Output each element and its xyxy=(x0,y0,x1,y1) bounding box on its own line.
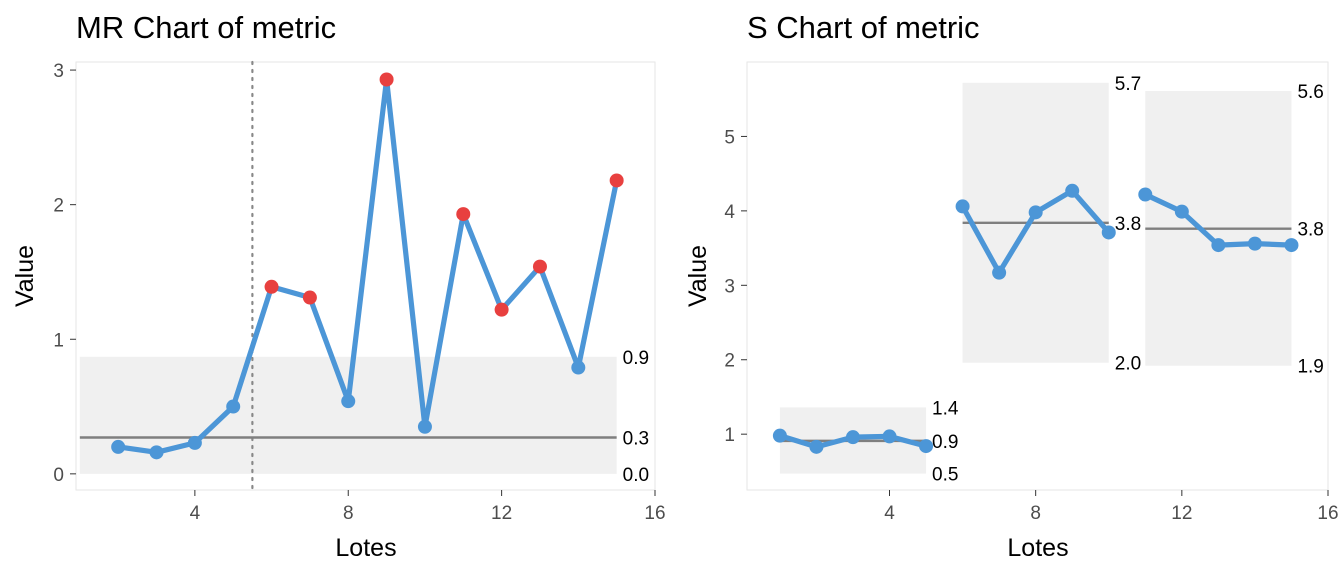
s-point xyxy=(1101,225,1116,240)
s-data-points xyxy=(772,183,1299,454)
s-limit-bands xyxy=(779,82,1292,474)
mr-point xyxy=(226,399,241,414)
s-x-axis-label: Lotes xyxy=(1007,534,1068,562)
mr-point-out-of-control xyxy=(494,302,509,317)
mr-x-axis-ticks: 4 8 12 16 xyxy=(190,490,666,524)
mr-data-points xyxy=(111,72,624,460)
s-point xyxy=(1028,205,1043,220)
s-ucl-label: 1.4 xyxy=(932,398,959,419)
mr-chart: MR Chart of metric 0.90.30.0 4 8 12 16 0123… xyxy=(11,10,666,562)
s-x-axis-ticks: 4 8 12 16 xyxy=(884,490,1339,524)
s-x-tick-label: 8 xyxy=(1030,503,1041,524)
mr-point-out-of-control xyxy=(532,259,547,274)
s-y-tick-label: 4 xyxy=(724,202,735,223)
s-point xyxy=(1247,236,1262,251)
mr-lcl-label: 0.0 xyxy=(623,465,649,486)
mr-point xyxy=(111,439,126,454)
mr-y-tick-label: 1 xyxy=(53,330,64,351)
s-chart: S Chart of metric 1.4 0.9 0.5 5.7 3.8 2.0 5.6 3… xyxy=(684,10,1339,562)
mr-point xyxy=(417,419,432,434)
s-y-tick-label: 2 xyxy=(724,351,735,372)
s-point xyxy=(1065,183,1080,198)
s-y-tick-label: 1 xyxy=(724,425,735,446)
s-y-tick-label: 5 xyxy=(724,127,735,148)
s-chart-title: S Chart of metric xyxy=(747,10,980,45)
s-x-tick-label: 16 xyxy=(1317,503,1338,524)
mr-point xyxy=(341,394,356,409)
mr-cl-label: 0.3 xyxy=(623,429,649,450)
mr-y-axis-ticks: 0 1 2 3 xyxy=(53,61,76,486)
s-cl-label: 3.8 xyxy=(1115,214,1141,235)
mr-point-out-of-control xyxy=(609,173,624,188)
s-point xyxy=(845,430,860,445)
mr-point-out-of-control xyxy=(456,207,471,222)
s-lcl-label: 0.5 xyxy=(932,465,958,486)
s-point xyxy=(1174,204,1189,219)
mr-x-axis-label: Lotes xyxy=(335,534,396,562)
s-chart-panel xyxy=(746,61,1329,491)
mr-x-tick-label: 12 xyxy=(491,503,512,524)
mr-point xyxy=(187,435,202,450)
mr-x-tick-label: 16 xyxy=(644,503,665,524)
mr-limit-band xyxy=(79,356,617,474)
s-y-axis-ticks: 1 2 3 4 5 xyxy=(724,127,747,446)
mr-series-line xyxy=(115,76,620,455)
s-limit-labels: 1.4 0.9 0.5 5.7 3.8 2.0 5.6 3.8 1.9 xyxy=(932,74,1324,486)
s-point xyxy=(992,265,1007,280)
s-cl-label: 3.8 xyxy=(1297,220,1323,241)
s-lcl-label: 2.0 xyxy=(1115,354,1141,375)
mr-point xyxy=(571,360,586,375)
s-x-tick-label: 12 xyxy=(1171,503,1192,524)
s-x-tick-label: 4 xyxy=(884,503,895,524)
mr-point-out-of-control xyxy=(302,290,317,305)
s-point xyxy=(772,428,787,443)
mr-ucl-label: 0.9 xyxy=(623,348,649,369)
mr-x-tick-label: 8 xyxy=(343,503,354,524)
mr-chart-panel xyxy=(75,61,656,491)
s-point xyxy=(1284,238,1299,253)
mr-point-out-of-control xyxy=(379,72,394,87)
s-ucl-label: 5.7 xyxy=(1115,74,1141,95)
s-y-tick-label: 3 xyxy=(724,276,735,297)
s-point xyxy=(809,439,824,454)
mr-series-lines xyxy=(115,76,620,455)
mr-chart-title: MR Chart of metric xyxy=(76,10,336,45)
mr-limit-bands xyxy=(79,356,617,474)
s-point xyxy=(1138,187,1153,202)
mr-y-axis-label: Value xyxy=(11,245,39,307)
mr-y-tick-label: 3 xyxy=(53,61,64,82)
s-point xyxy=(919,439,934,454)
s-y-axis-label: Value xyxy=(684,245,712,307)
mr-y-tick-label: 2 xyxy=(53,196,64,217)
s-ucl-label: 5.6 xyxy=(1297,82,1323,103)
s-point xyxy=(1211,238,1226,253)
mr-point xyxy=(149,445,164,460)
mr-point-out-of-control xyxy=(264,279,279,294)
s-lcl-label: 1.9 xyxy=(1297,357,1323,378)
mr-limit-labels: 0.9 0.3 0.0 xyxy=(623,348,649,486)
s-point xyxy=(882,429,897,444)
s-point xyxy=(955,199,970,214)
s-cl-label: 0.9 xyxy=(932,432,958,453)
mr-x-tick-label: 4 xyxy=(190,503,201,524)
mr-y-tick-label: 0 xyxy=(53,465,64,486)
